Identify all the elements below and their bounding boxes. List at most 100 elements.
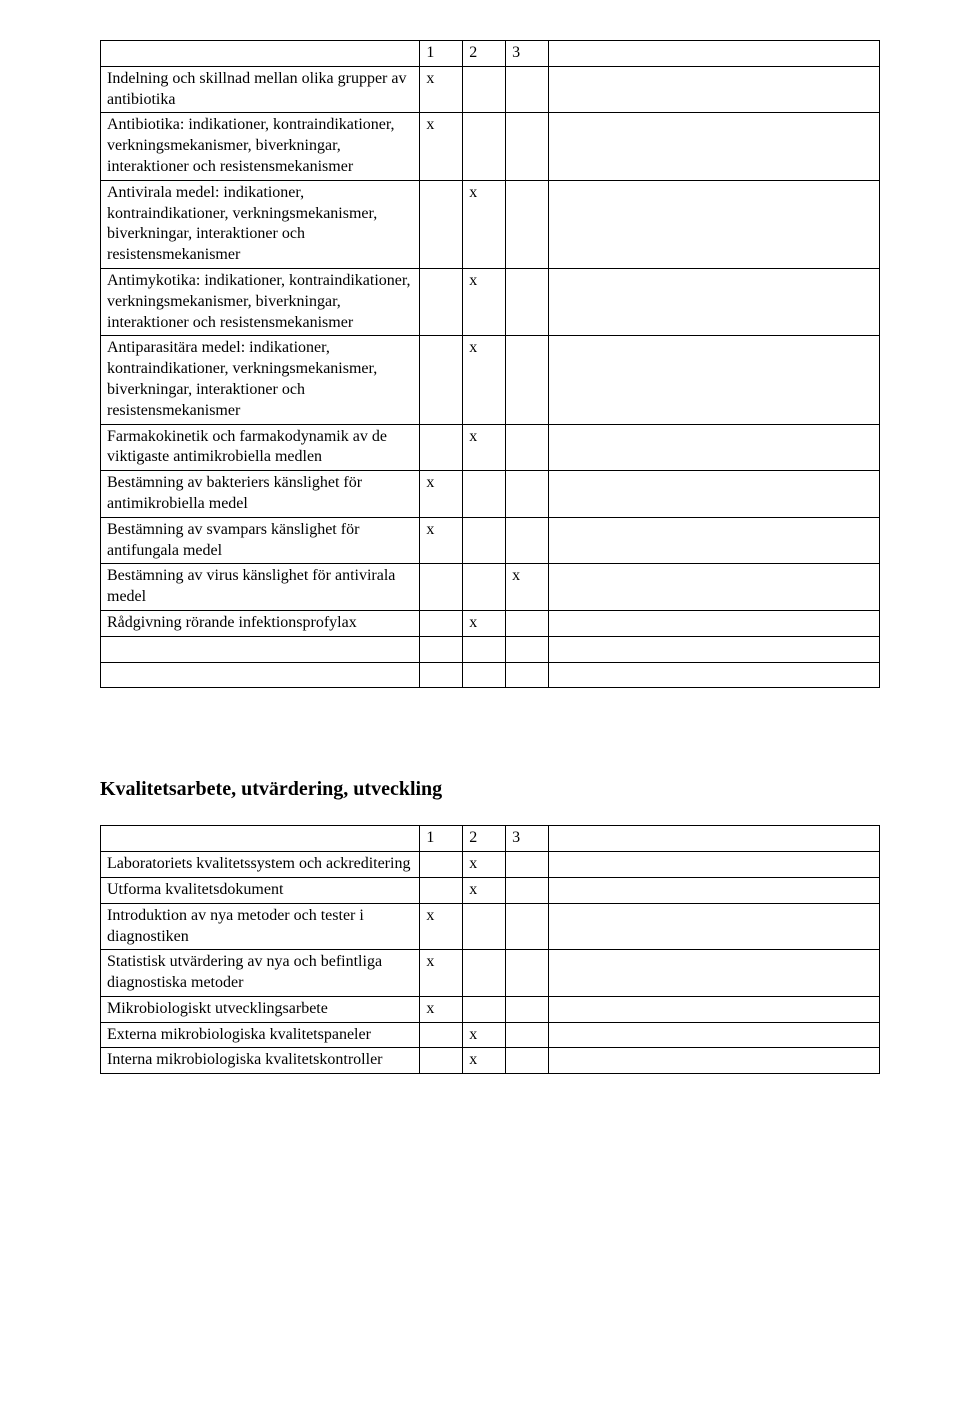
- header-cell-last: [548, 826, 879, 852]
- header-cell-empty: [101, 41, 420, 67]
- trailing-cell: [548, 471, 879, 518]
- trailing-cell: [548, 424, 879, 471]
- mark-cell-c2: [463, 662, 506, 688]
- mark-cell-c3: [506, 996, 549, 1022]
- table-row: Antivirala medel: indikationer, kontrain…: [101, 180, 880, 268]
- mark-cell-c1: x: [420, 996, 463, 1022]
- mark-cell-c2: [463, 903, 506, 950]
- mark-cell-c3: [506, 336, 549, 424]
- trailing-cell: [548, 852, 879, 878]
- mark-cell-c2: x: [463, 610, 506, 636]
- header-cell-empty: [101, 826, 420, 852]
- mark-cell-c2: x: [463, 1022, 506, 1048]
- table-row: Externa mikrobiologiska kvalitetspaneler…: [101, 1022, 880, 1048]
- mark-cell-c3: [506, 877, 549, 903]
- header-cell-last: [548, 41, 879, 67]
- trailing-cell: [548, 113, 879, 180]
- mark-cell-c3: [506, 610, 549, 636]
- table-row: Farmakokinetik och farmakodynamik av de …: [101, 424, 880, 471]
- header-cell-2: 2: [463, 41, 506, 67]
- mark-cell-c2: x: [463, 336, 506, 424]
- mark-cell-c2: x: [463, 180, 506, 268]
- table-row: Bestämning av bakteriers känslighet för …: [101, 471, 880, 518]
- desc-cell: Rådgivning rörande infektionsprofylax: [101, 610, 420, 636]
- desc-cell: Introduktion av nya metoder och tester i…: [101, 903, 420, 950]
- table-row: Antiparasitära medel: indikationer, kont…: [101, 336, 880, 424]
- mark-cell-c1: x: [420, 950, 463, 997]
- header-cell-3: 3: [506, 826, 549, 852]
- trailing-cell: [548, 517, 879, 564]
- mark-cell-c3: [506, 903, 549, 950]
- mark-cell-c3: [506, 180, 549, 268]
- mark-cell-c1: [420, 662, 463, 688]
- mark-cell-c1: [420, 877, 463, 903]
- table-row: [101, 636, 880, 662]
- mark-cell-c1: [420, 268, 463, 335]
- mark-cell-c2: [463, 113, 506, 180]
- mark-cell-c1: [420, 1048, 463, 1074]
- trailing-cell: [548, 636, 879, 662]
- trailing-cell: [548, 1022, 879, 1048]
- trailing-cell: [548, 268, 879, 335]
- mark-cell-c1: [420, 636, 463, 662]
- trailing-cell: [548, 66, 879, 113]
- desc-cell: Statistisk utvärdering av nya och befint…: [101, 950, 420, 997]
- desc-cell: Antimykotika: indikationer, kontraindika…: [101, 268, 420, 335]
- trailing-cell: [548, 610, 879, 636]
- mark-cell-c2: [463, 517, 506, 564]
- trailing-cell: [548, 180, 879, 268]
- table-row: Indelning och skillnad mellan olika grup…: [101, 66, 880, 113]
- header-cell-1: 1: [420, 41, 463, 67]
- mark-cell-c2: [463, 471, 506, 518]
- section-heading: Kvalitetsarbete, utvärdering, utveckling: [100, 778, 880, 801]
- mark-cell-c3: [506, 113, 549, 180]
- desc-cell: [101, 636, 420, 662]
- mark-cell-c2: [463, 636, 506, 662]
- trailing-cell: [548, 564, 879, 611]
- mark-cell-c3: [506, 662, 549, 688]
- trailing-cell: [548, 950, 879, 997]
- mark-cell-c2: [463, 66, 506, 113]
- mark-cell-c3: [506, 268, 549, 335]
- table-row: Laboratoriets kvalitetssystem och ackred…: [101, 852, 880, 878]
- table-row: Antimykotika: indikationer, kontraindika…: [101, 268, 880, 335]
- mark-cell-c3: x: [506, 564, 549, 611]
- table-header-row: 1 2 3: [101, 826, 880, 852]
- table-row: Utforma kvalitetsdokumentx: [101, 877, 880, 903]
- table-row: Introduktion av nya metoder och tester i…: [101, 903, 880, 950]
- trailing-cell: [548, 662, 879, 688]
- mark-cell-c2: x: [463, 877, 506, 903]
- table-row: Mikrobiologiskt utvecklingsarbetex: [101, 996, 880, 1022]
- desc-cell: Antiparasitära medel: indikationer, kont…: [101, 336, 420, 424]
- mark-cell-c1: [420, 180, 463, 268]
- desc-cell: Externa mikrobiologiska kvalitetspaneler: [101, 1022, 420, 1048]
- table-header-row: 1 2 3: [101, 41, 880, 67]
- header-cell-2: 2: [463, 826, 506, 852]
- mark-cell-c2: x: [463, 268, 506, 335]
- mark-cell-c1: x: [420, 517, 463, 564]
- desc-cell: Interna mikrobiologiska kvalitetskontrol…: [101, 1048, 420, 1074]
- mark-cell-c2: x: [463, 424, 506, 471]
- trailing-cell: [548, 903, 879, 950]
- trailing-cell: [548, 996, 879, 1022]
- desc-cell: Mikrobiologiskt utvecklingsarbete: [101, 996, 420, 1022]
- desc-cell: Laboratoriets kvalitetssystem och ackred…: [101, 852, 420, 878]
- mark-cell-c2: x: [463, 852, 506, 878]
- table-row: Rådgivning rörande infektionsprofylax x: [101, 610, 880, 636]
- mark-cell-c3: [506, 517, 549, 564]
- mark-cell-c2: [463, 996, 506, 1022]
- mark-cell-c1: [420, 1022, 463, 1048]
- trailing-cell: [548, 877, 879, 903]
- quality-table: 1 2 3 Laboratoriets kvalitetssystem och …: [100, 825, 880, 1074]
- header-cell-1: 1: [420, 826, 463, 852]
- antimicrobial-table: 1 2 3 Indelning och skillnad mellan olik…: [100, 40, 880, 688]
- mark-cell-c1: x: [420, 471, 463, 518]
- mark-cell-c2: x: [463, 1048, 506, 1074]
- mark-cell-c3: [506, 636, 549, 662]
- desc-cell: Antivirala medel: indikationer, kontrain…: [101, 180, 420, 268]
- table-row: Bestämning av svampars känslighet för an…: [101, 517, 880, 564]
- trailing-cell: [548, 336, 879, 424]
- desc-cell: Farmakokinetik och farmakodynamik av de …: [101, 424, 420, 471]
- mark-cell-c3: [506, 852, 549, 878]
- desc-cell: Bestämning av svampars känslighet för an…: [101, 517, 420, 564]
